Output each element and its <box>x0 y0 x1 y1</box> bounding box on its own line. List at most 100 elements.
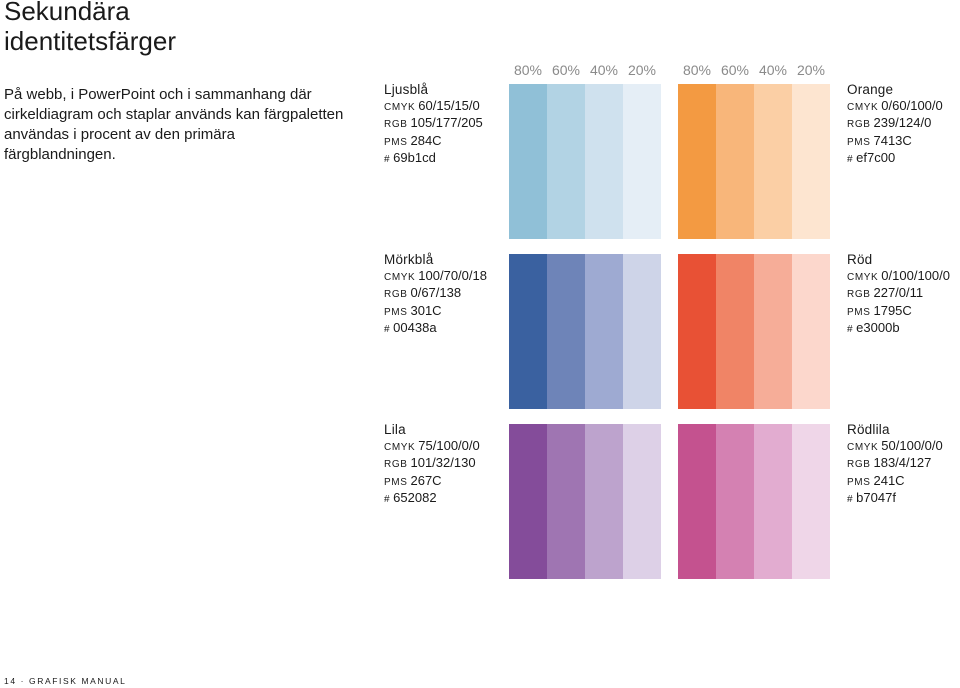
rgb-row: RGB 101/32/130 <box>384 455 480 473</box>
color-info-rod: Röd CMYK 0/100/100/0 RGB 227/0/11 PMS 1795C… <box>847 252 950 338</box>
hex-label: # <box>384 494 391 505</box>
page-footer: 14 · GRAFISK MANUAL <box>4 676 127 686</box>
hex-row: # b7047f <box>847 490 943 508</box>
cmyk-label: CMYK <box>847 271 879 283</box>
pms-value: 284C <box>410 132 442 148</box>
color-info-lila: Lila CMYK 75/100/0/0 RGB 101/32/130 PMS 267… <box>384 422 480 508</box>
swatch-20 <box>792 424 830 579</box>
swatch-80 <box>509 84 547 239</box>
rgb-value: 239/124/0 <box>873 115 932 130</box>
cmyk-label: CMYK <box>847 101 879 113</box>
swatch-20 <box>623 424 661 579</box>
hex-value: e3000b <box>856 320 900 335</box>
hex-row: #69b1cd <box>384 150 483 168</box>
pms-value: 241C <box>873 472 905 488</box>
swatch-40 <box>754 84 792 239</box>
swatch-40 <box>754 254 792 409</box>
hex-value: ef7c00 <box>856 150 896 165</box>
rgb-value: 183/4/127 <box>873 455 932 470</box>
hex-row: # e3000b <box>847 320 950 338</box>
rgb-row: RGB 183/4/127 <box>847 455 943 473</box>
color-name: Röd <box>847 252 873 267</box>
swatch-80 <box>678 424 716 579</box>
swatch-20 <box>623 254 661 409</box>
rgb-value: 0/67/138 <box>410 285 462 300</box>
pms-label: PMS <box>847 136 871 148</box>
swatch-60 <box>716 424 754 579</box>
page-title-line2: identitetsfärger <box>4 26 176 56</box>
rgb-value: 105/177/205 <box>410 115 483 130</box>
swatch-80 <box>509 254 547 409</box>
hex-label: # <box>847 154 854 165</box>
hex-label: # <box>384 154 391 165</box>
swatch-group-morkbla <box>509 254 661 409</box>
page-title: Sekundära identitetsfärger <box>4 0 176 56</box>
pms-label: PMS <box>847 476 871 488</box>
page-title-line1: Sekundära <box>4 0 130 26</box>
cmyk-label: CMYK <box>384 271 416 283</box>
cmyk-value: 100/70/0/18 <box>418 267 487 283</box>
percent-label: 20% <box>796 62 826 78</box>
pms-row: PMS 301C <box>384 303 487 321</box>
hex-value: 69b1cd <box>393 150 436 165</box>
color-name: Rödlila <box>847 422 890 437</box>
pms-row: PMS 267C <box>384 473 480 491</box>
rgb-label: RGB <box>847 459 871 470</box>
rgb-label: RGB <box>384 459 408 470</box>
swatch-group-ljusbla <box>509 84 661 239</box>
pms-label: PMS <box>384 476 408 488</box>
swatch-20 <box>792 254 830 409</box>
rgb-label: RGB <box>847 119 871 130</box>
swatch-20 <box>792 84 830 239</box>
cmyk-row: CMYK 60/15/15/0 <box>384 98 483 116</box>
pms-label: PMS <box>384 136 408 148</box>
swatch-group-orange <box>678 84 830 239</box>
swatch-80 <box>678 84 716 239</box>
hex-label: # <box>847 494 854 505</box>
swatch-group-rodlila <box>678 424 830 579</box>
pms-value: 301C <box>410 302 442 318</box>
hex-label: # <box>384 324 391 335</box>
rgb-row: RGB 0/67/138 <box>384 285 487 303</box>
cmyk-value: 0/100/100/0 <box>881 267 950 283</box>
pms-value: 1795C <box>873 302 912 318</box>
cmyk-row: CMYK 100/70/0/18 <box>384 268 487 286</box>
swatch-60 <box>547 84 585 239</box>
cmyk-row: CMYK 50/100/0/0 <box>847 438 943 456</box>
percent-label: 60% <box>720 62 750 78</box>
pms-row: PMS 1795C <box>847 303 950 321</box>
pms-label: PMS <box>384 306 408 318</box>
pms-row: PMS 7413C <box>847 133 943 151</box>
cmyk-label: CMYK <box>384 101 416 113</box>
rgb-label: RGB <box>847 289 871 300</box>
percent-label: 60% <box>551 62 581 78</box>
cmyk-row: CMYK 0/60/100/0 <box>847 98 943 116</box>
pms-value: 7413C <box>873 132 912 148</box>
percent-label: 80% <box>513 62 543 78</box>
percent-label: 40% <box>589 62 619 78</box>
cmyk-row: CMYK 0/100/100/0 <box>847 268 950 286</box>
cmyk-label: CMYK <box>384 441 416 453</box>
hex-row: # ef7c00 <box>847 150 943 168</box>
hex-label: # <box>847 324 854 335</box>
rgb-label: RGB <box>384 289 408 300</box>
swatch-20 <box>623 84 661 239</box>
swatch-group-lila <box>509 424 661 579</box>
rgb-row: RGB 105/177/205 <box>384 115 483 133</box>
rgb-row: RGB 239/124/0 <box>847 115 943 133</box>
cmyk-label: CMYK <box>847 441 879 453</box>
swatch-80 <box>678 254 716 409</box>
pms-row: PMS 284C <box>384 133 483 151</box>
color-info-ljusbla: Ljusblå CMYK 60/15/15/0 RGB 105/177/205 PM… <box>384 82 483 168</box>
hex-value: b7047f <box>856 490 896 505</box>
hex-value: 652082 <box>393 490 437 505</box>
cmyk-row: CMYK 75/100/0/0 <box>384 438 480 456</box>
color-info-rodlila: Rödlila CMYK 50/100/0/0 RGB 183/4/127 PMS 2… <box>847 422 943 508</box>
percent-label: 40% <box>758 62 788 78</box>
rgb-value: 101/32/130 <box>410 455 476 470</box>
cmyk-value: 75/100/0/0 <box>418 437 480 453</box>
color-info-morkbla: Mörkblå CMYK 100/70/0/18 RGB 0/67/138 PMS 3… <box>384 252 487 338</box>
swatch-60 <box>716 254 754 409</box>
color-info-orange: Orange CMYK 0/60/100/0 RGB 239/124/0 PMS 74… <box>847 82 943 168</box>
color-name: Lila <box>384 422 406 437</box>
